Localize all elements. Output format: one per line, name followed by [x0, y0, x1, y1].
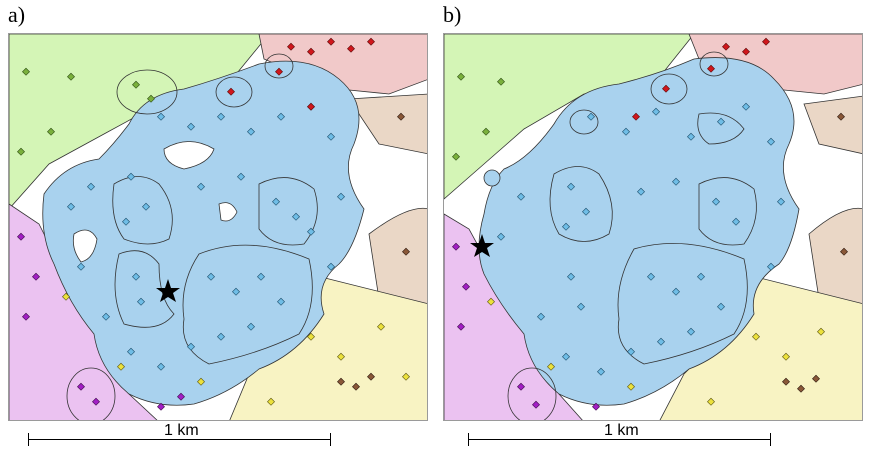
scalebar-a-label: 1 km	[164, 422, 199, 439]
panel-a-label: a)	[8, 2, 26, 27]
points-b	[452, 37, 848, 411]
zone-green	[444, 34, 695, 200]
scalebar-b: 1 km	[468, 422, 773, 450]
zone-brown-right	[368, 207, 427, 305]
hole-1	[163, 141, 215, 170]
map-b-canvas	[444, 34, 862, 420]
map-a-canvas	[9, 34, 427, 420]
zone-red	[258, 34, 427, 95]
panel-b-label: b)	[443, 2, 462, 27]
scalebar-b-label: 1 km	[604, 422, 639, 439]
hole-2	[72, 229, 98, 263]
zone-brown-top	[803, 95, 862, 154]
star-icon	[470, 234, 494, 257]
map-panel-b[interactable]	[443, 33, 863, 421]
scalebar-a: 1 km	[28, 422, 333, 450]
hole-3	[218, 202, 238, 222]
star-icon	[156, 279, 180, 302]
zone-brown-top	[348, 93, 427, 155]
cluster-main	[42, 60, 365, 406]
zone-brown-right	[808, 207, 862, 305]
points-a	[17, 37, 410, 411]
map-panel-a[interactable]	[8, 33, 428, 421]
cluster-main	[478, 57, 800, 406]
